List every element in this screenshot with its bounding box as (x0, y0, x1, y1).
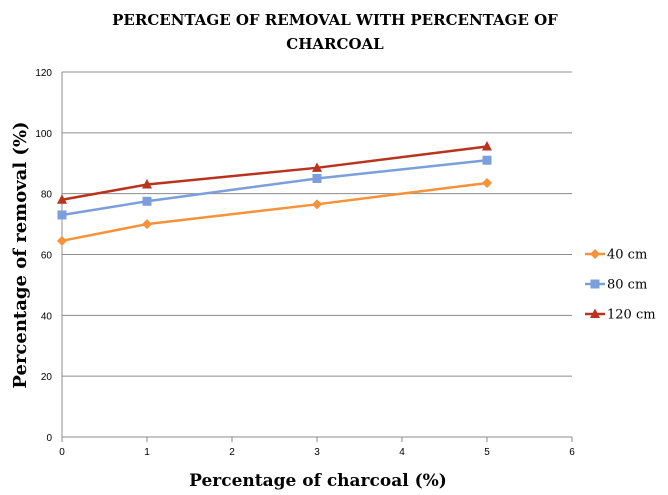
series-40-cm (57, 178, 492, 246)
series-line (61, 181, 488, 243)
x-tick-label: 0 (59, 447, 65, 458)
y-tick-label: 20 (41, 372, 53, 383)
data-point (482, 155, 492, 165)
y-tick-label: 80 (41, 190, 53, 201)
series-80-cm (57, 155, 492, 220)
data-point (57, 194, 67, 204)
y-tick-label: 40 (41, 311, 53, 322)
x-tick-labels: 0 1 2 3 4 5 6 (59, 447, 575, 458)
data-point (57, 210, 67, 220)
data-point (312, 162, 322, 172)
data-point (142, 219, 152, 230)
legend-label: 40 cm (607, 248, 647, 263)
legend-label: 80 cm (607, 278, 647, 293)
y-tick-labels: 0 20 40 60 80 100 120 (35, 68, 52, 444)
x-tick-label: 4 (399, 447, 405, 458)
data-point (312, 173, 322, 183)
y-tick-label: 0 (46, 433, 52, 444)
data-point (482, 178, 492, 189)
legend: 40 cm 80 cm 120 cm (585, 248, 656, 323)
y-axis-title: Percentage of removal (%) (10, 121, 31, 388)
gridlines (62, 71, 572, 377)
data-point (57, 235, 67, 246)
series-120-cm (57, 141, 492, 204)
series-group (57, 141, 492, 246)
legend-entry: 80 cm (585, 278, 647, 293)
data-point (312, 199, 322, 210)
legend-marker (590, 279, 600, 289)
legend-entry: 120 cm (585, 308, 656, 323)
y-tick-label: 120 (35, 68, 52, 79)
legend-entry: 40 cm (585, 248, 647, 263)
x-tick-label: 2 (229, 447, 235, 458)
axes (61, 72, 573, 442)
legend-marker (590, 308, 600, 318)
x-tick-label: 5 (484, 447, 490, 458)
data-point (482, 141, 492, 151)
chart-title-line-1: PERCENTAGE OF REMOVAL WITH PERCENTAGE OF (112, 11, 558, 29)
x-tick-label: 6 (569, 447, 575, 458)
legend-label: 120 cm (607, 308, 656, 323)
data-point (142, 179, 152, 189)
legend-marker (590, 249, 600, 259)
y-tick-label: 60 (41, 251, 53, 262)
x-axis-title: Percentage of charcoal (%) (189, 471, 447, 491)
y-tick-label: 100 (35, 129, 52, 140)
x-tick-label: 1 (144, 447, 150, 458)
x-tick-label: 3 (314, 447, 320, 458)
data-point (142, 196, 152, 206)
series-line (61, 145, 488, 201)
chart-title-line-2: CHARCOAL (286, 35, 384, 53)
series-line (61, 158, 488, 217)
